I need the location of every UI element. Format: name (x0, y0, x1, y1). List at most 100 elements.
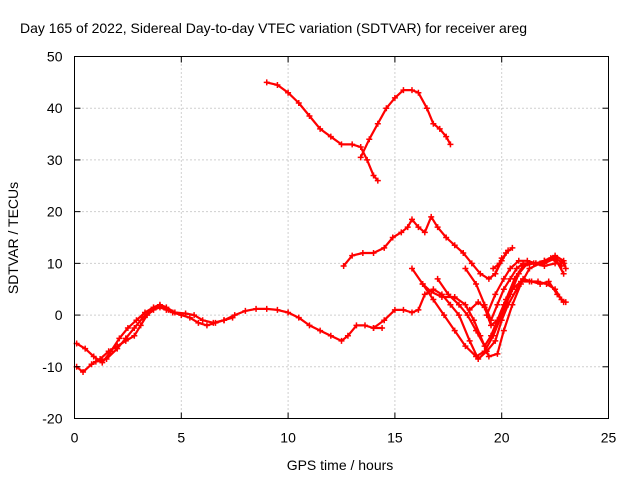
data-point (229, 314, 236, 321)
data-point (436, 125, 443, 132)
data-point (415, 89, 422, 96)
y-tick-label: -20 (42, 411, 62, 427)
data-point (327, 332, 334, 339)
data-point (445, 291, 452, 298)
series-13 (483, 252, 569, 319)
data-point (494, 317, 501, 324)
y-tick-label: 0 (55, 307, 63, 323)
data-point (344, 332, 351, 339)
data-point (462, 265, 469, 272)
data-point (191, 312, 198, 319)
data-point (317, 327, 324, 334)
data-point (515, 257, 522, 264)
data-point (263, 305, 270, 312)
data-point (535, 278, 542, 285)
data-point (466, 306, 473, 313)
data-point (485, 353, 492, 360)
data-point (274, 81, 281, 88)
data-point (513, 265, 520, 272)
data-point (124, 325, 131, 331)
data-point (562, 265, 569, 272)
data-point (82, 345, 89, 352)
data-point (370, 325, 377, 331)
data-point (88, 361, 95, 368)
data-point (443, 234, 450, 241)
data-point (423, 105, 430, 112)
data-point (481, 343, 488, 350)
data-point (483, 312, 490, 319)
y-tick-label: 50 (47, 49, 63, 65)
series-line (359, 89, 452, 159)
data-point (434, 275, 441, 282)
y-tick-label: -10 (42, 359, 62, 375)
x-tick-label: 10 (280, 430, 296, 446)
data-point (383, 105, 390, 112)
data-point (430, 120, 437, 127)
data-point (137, 322, 144, 329)
x-tick-label: 0 (71, 430, 79, 446)
series-4 (263, 79, 381, 184)
data-point (462, 343, 469, 350)
data-point (186, 314, 193, 321)
data-point (285, 309, 292, 316)
data-point (517, 278, 524, 285)
data-point (526, 278, 533, 285)
data-point (263, 79, 270, 86)
x-tick-label: 15 (387, 430, 403, 446)
data-point (391, 306, 398, 313)
grid (74, 56, 609, 419)
series-line (265, 81, 379, 182)
data-point (357, 144, 364, 150)
data-point (338, 337, 345, 344)
data-point (364, 156, 371, 163)
data-point (285, 89, 292, 96)
data-point (133, 317, 140, 324)
data-point (398, 229, 405, 236)
data-point (349, 141, 356, 148)
data-point (404, 224, 411, 231)
ticks: 0 5 10 15 20 25 -20 -10 0 10 20 30 40 50 (42, 49, 616, 446)
series-15 (492, 247, 512, 277)
data-point (370, 172, 377, 179)
data-point (131, 332, 138, 339)
chart-title: Day 165 of 2022, Sidereal Day-to-day VTE… (20, 20, 527, 36)
data-point (374, 120, 381, 127)
data-point (338, 141, 345, 148)
data-point (295, 314, 302, 321)
data-point (221, 317, 228, 324)
data-point (473, 327, 480, 334)
data-point (526, 265, 533, 272)
data-point (473, 281, 480, 288)
data-point (473, 353, 480, 360)
data-point (492, 270, 499, 277)
x-tick-label: 20 (494, 430, 510, 446)
data-point (552, 286, 559, 293)
data-point (379, 325, 386, 331)
data-point (178, 312, 185, 319)
data-point (212, 319, 219, 326)
data-point (421, 291, 428, 298)
data-point (370, 250, 377, 257)
y-tick-label: 30 (47, 152, 63, 168)
data-point (451, 293, 458, 300)
data-point (103, 356, 110, 363)
data-point (306, 322, 313, 329)
data-point (92, 358, 99, 365)
series-3 (92, 302, 172, 365)
data-point (295, 100, 302, 107)
data-point (317, 125, 324, 132)
y-axis-label: SDTVAR / TECUs (5, 182, 21, 294)
y-tick-label: 40 (47, 100, 63, 116)
data-point (447, 301, 454, 308)
data-point (366, 136, 373, 143)
data-point (560, 257, 567, 264)
series-6 (340, 213, 505, 282)
data-point (357, 154, 364, 161)
data-point (494, 350, 501, 357)
plot-frame (74, 56, 609, 419)
data-point (148, 306, 155, 313)
series-layer (73, 79, 569, 375)
data-point (492, 291, 499, 298)
data-point (203, 322, 210, 329)
